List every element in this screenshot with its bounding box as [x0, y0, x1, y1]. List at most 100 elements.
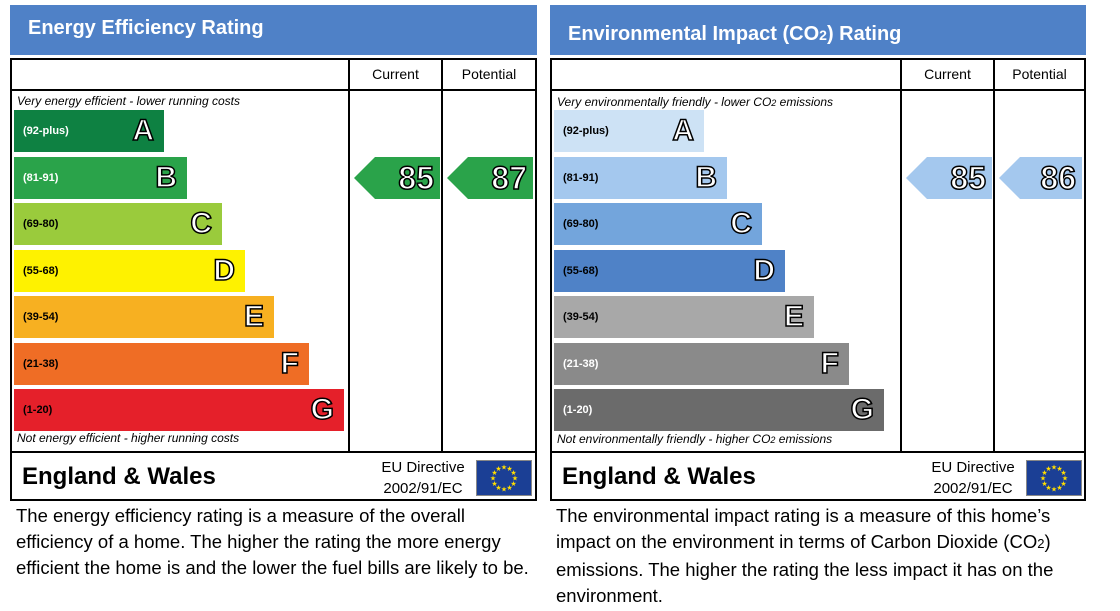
description: The energy efficiency rating is a measur…	[16, 505, 529, 578]
eu-directive: EU Directive 2002/91/EC	[918, 457, 1028, 499]
arrow-shape	[999, 156, 1082, 199]
rating-grid: Current Potential Very energy efficient …	[10, 58, 537, 501]
flag-star-icon: ★	[1056, 465, 1062, 473]
column-divider	[993, 60, 995, 451]
directive-line1: EU Directive	[931, 459, 1015, 476]
region-label: England & Wales	[562, 463, 756, 490]
flag-star-icon: ★	[491, 469, 497, 477]
flag-star-icon: ★	[501, 464, 507, 472]
flag-star-icon: ★	[1062, 475, 1068, 483]
flag-star-icon: ★	[510, 469, 516, 477]
band-letter: B	[155, 160, 178, 195]
band-d: (55-68) D	[14, 249, 245, 292]
band-letter: C	[190, 206, 213, 241]
top-label: Very environmentally friendly - lower CO…	[557, 95, 833, 109]
column-divider	[900, 60, 902, 451]
band-e: (39-54) E	[554, 296, 814, 338]
current-rating-arrow: 85	[906, 156, 992, 199]
flag-star-icon: ★	[1060, 469, 1066, 477]
band-b: (81-91) B	[554, 156, 727, 199]
current-column-header: Current	[924, 66, 971, 82]
band-letter: A	[132, 113, 155, 148]
description: The environmental impact rating is a mea…	[556, 505, 1054, 606]
band-letter: B	[695, 160, 718, 195]
bottom-label: Not energy efficient - higher running co…	[17, 431, 240, 445]
band-range: (69-80)	[563, 218, 599, 230]
potential-column-header: Potential	[461, 66, 517, 82]
band-letter: D	[213, 253, 236, 288]
band-a: (92-plus) A	[14, 110, 164, 152]
band-range: (92-plus)	[23, 125, 69, 137]
eu-flag-icon: ★ ★ ★ ★ ★ ★ ★ ★ ★ ★ ★ ★	[476, 460, 532, 496]
eu-flag-icon: ★ ★ ★ ★ ★ ★ ★ ★ ★ ★ ★ ★	[1026, 460, 1082, 496]
band-letter: D	[753, 253, 776, 288]
directive-line1: EU Directive	[381, 459, 465, 476]
band-range: (21-38)	[563, 357, 599, 370]
band-f: (21-38) F	[554, 342, 849, 385]
rating-value: 86	[1040, 159, 1077, 197]
column-divider	[441, 60, 443, 451]
band-g: (1-20) G	[14, 389, 344, 431]
rating-value: 85	[398, 159, 435, 197]
column-divider	[348, 60, 350, 451]
band-e: (39-54) E	[14, 296, 274, 338]
top-label: Very energy efficient - lower running co…	[17, 94, 240, 108]
flag-star-icon: ★	[495, 484, 501, 492]
flag-star-icon: ★	[1060, 480, 1066, 488]
current-rating-arrow: 85	[354, 156, 440, 199]
arrow-shape	[447, 156, 533, 199]
directive-line2: 2002/91/EC	[383, 480, 463, 497]
band-letter: E	[783, 299, 805, 334]
band-letter: C	[730, 206, 753, 241]
footer-divider	[552, 451, 1084, 453]
directive-line2: 2002/91/EC	[933, 480, 1013, 497]
region-label: England & Wales	[22, 463, 216, 490]
flag-star-icon: ★	[491, 480, 497, 488]
band-letter: E	[243, 299, 265, 334]
footer-divider	[12, 451, 535, 453]
band-letter: G	[310, 392, 335, 427]
flag-star-icon: ★	[1045, 465, 1051, 473]
flag-star-icon: ★	[501, 486, 507, 494]
band-a: (92-plus) A	[554, 110, 704, 152]
band-b: (81-91) B	[14, 156, 187, 199]
band-range: (39-54)	[563, 311, 599, 323]
band-range: (1-20)	[563, 404, 593, 416]
arrow-polygon	[354, 156, 440, 199]
rating-value: 85	[950, 159, 987, 197]
band-range: (39-54)	[23, 311, 59, 323]
flag-star-icon: ★	[1051, 464, 1057, 472]
band-range: (55-68)	[23, 264, 59, 277]
band-range: (92-plus)	[563, 125, 609, 137]
band-letter: F	[280, 346, 300, 381]
band-letter: F	[820, 346, 840, 381]
arrow-shape	[906, 156, 992, 199]
band-f: (21-38) F	[14, 342, 309, 385]
potential-rating-arrow: 86	[999, 156, 1082, 199]
arrow-polygon	[906, 156, 992, 199]
rating-value: 87	[491, 159, 528, 197]
flag-star-icon: ★	[1045, 484, 1051, 492]
band-range: (1-20)	[23, 404, 53, 416]
arrow-shape	[354, 156, 440, 199]
flag-star-icon: ★	[1056, 484, 1062, 492]
bottom-label: Not environmentally friendly - higher CO…	[557, 432, 833, 446]
flag-star-icon: ★	[1040, 475, 1046, 483]
flag-star-icon: ★	[1041, 469, 1047, 477]
band-range: (21-38)	[23, 357, 59, 370]
flag-star-icon: ★	[490, 475, 496, 483]
band-range: (81-91)	[23, 171, 59, 184]
arrow-polygon	[999, 156, 1082, 199]
flag-star-icon: ★	[495, 465, 501, 473]
band-letter: G	[850, 392, 875, 427]
eu-directive: EU Directive 2002/91/EC	[368, 457, 478, 499]
flag-star-icon: ★	[510, 480, 516, 488]
flag-star-icon: ★	[512, 475, 518, 483]
band-d: (55-68) D	[554, 249, 785, 292]
band-c: (69-80) C	[554, 203, 762, 245]
potential-column-header: Potential	[1012, 66, 1067, 82]
flag-star-icon: ★	[506, 484, 512, 492]
rating-grid: Current Potential Very environmentally f…	[550, 58, 1086, 501]
band-range: (81-91)	[563, 171, 599, 184]
band-letter: A	[672, 113, 695, 148]
